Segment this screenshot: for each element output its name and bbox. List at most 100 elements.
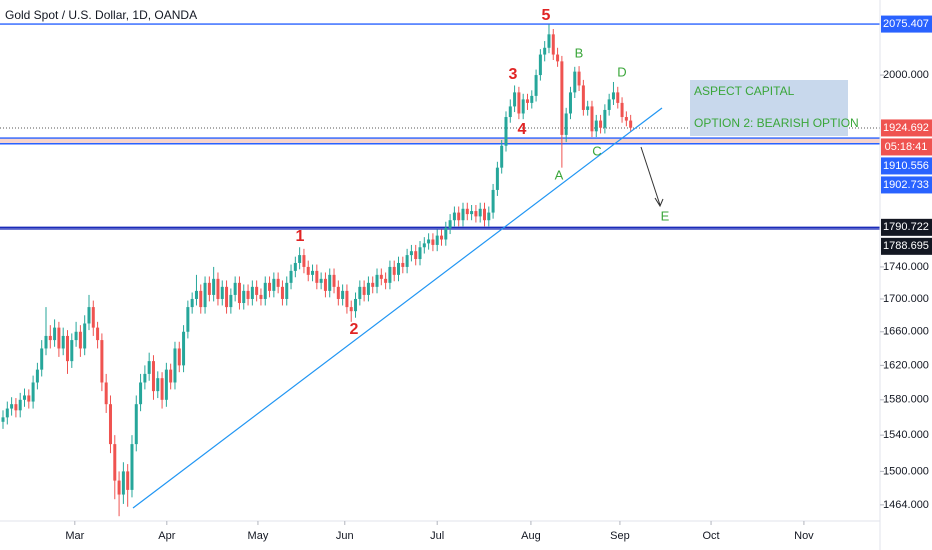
candle-body [349,307,353,312]
y-tick-label: 1464.000 [883,499,929,511]
candle-body [401,262,405,267]
candle-body [173,348,177,383]
candle-body [379,274,383,279]
candle-body [207,282,211,295]
candle-body [599,120,603,128]
candle-body [117,480,121,495]
candle-body [186,307,190,332]
candle-body [10,404,14,409]
support-zone [0,138,880,144]
candle-body [272,278,276,291]
candle-body [311,270,315,275]
x-tick-label: Aug [521,530,541,542]
candle-body [306,266,310,275]
correction-label: A [555,167,564,182]
candle-body [319,278,323,283]
x-tick-label: Oct [702,530,719,542]
candle-body [242,290,246,304]
y-tick-label: 1740.000 [883,261,929,273]
candle-body [156,378,160,392]
candle-body [250,286,254,299]
x-tick-label: Jun [336,530,354,542]
candle-body [465,208,469,215]
candle-body [384,278,388,283]
candle-body [341,290,345,299]
candle-body [581,85,585,110]
candle-body [220,286,224,299]
candle-body [375,274,379,287]
candle-body [556,54,560,62]
candle-body [392,266,396,275]
candle-body [418,247,422,260]
candle-body [113,444,117,481]
candle-body [104,382,108,405]
candle-body [83,323,87,349]
candle-body [216,278,220,299]
wave-label: 5 [542,7,551,24]
x-tick-label: Nov [794,530,814,542]
candle-body [336,286,340,299]
note-text: OPTION 2: BEARISH OPTION [694,116,859,130]
candle-body [121,471,125,495]
candle-body [237,282,241,304]
candle-body [134,404,138,445]
candle-body [482,208,486,221]
candle-body [233,282,237,295]
candle-body [96,327,100,341]
candle-body [276,278,280,287]
candle-body [315,270,319,283]
candle-body [5,408,9,418]
candle-body [57,327,61,349]
candle-body [293,262,297,271]
candle-body [470,211,474,215]
candle-body [487,212,491,221]
candle-body [190,298,194,308]
candle-body [302,255,306,267]
candle-body [422,243,426,248]
candle-body [229,294,233,308]
candle-body [285,282,289,299]
candle-body [431,239,435,245]
candle-body [513,92,517,107]
y-tick-label: 1500.000 [883,465,929,477]
candle-body [435,235,439,245]
candle-body [478,208,482,217]
candle-body [126,471,130,490]
candle-body [521,99,525,114]
price-label: 05:18:41 [885,141,928,153]
candle-body [629,120,633,128]
candle-body [78,331,82,349]
candle-body [397,262,401,275]
candle-body [366,282,370,295]
candle-body [27,395,31,402]
candle-body [594,120,598,132]
price-label-box [881,176,932,194]
candle-body [577,71,581,86]
candle-body [440,235,444,240]
candle-body [143,373,147,383]
candle-body [298,255,302,263]
candle-body [525,99,529,103]
candle-body [538,54,542,76]
price-label: 1790.722 [883,221,929,233]
candle-body [427,239,431,244]
price-label: 1924.692 [883,122,929,134]
candle-body [35,369,39,383]
wave-label: 3 [509,66,518,83]
x-tick-label: Mar [65,530,84,542]
candle-body [500,145,504,168]
candle-body [607,99,611,110]
x-tick-label: May [248,530,269,542]
candle-body [332,274,336,287]
y-tick-label: 1540.000 [883,429,929,441]
candle-body [160,378,164,400]
candle-body [362,286,366,295]
price-label-box [881,15,932,33]
candle-body [405,255,409,267]
candle-body [74,331,78,341]
candle-body [611,92,615,100]
candle-body [31,382,35,402]
candle-body [225,286,229,308]
price-label-box [881,218,932,236]
candle-body [504,117,508,146]
